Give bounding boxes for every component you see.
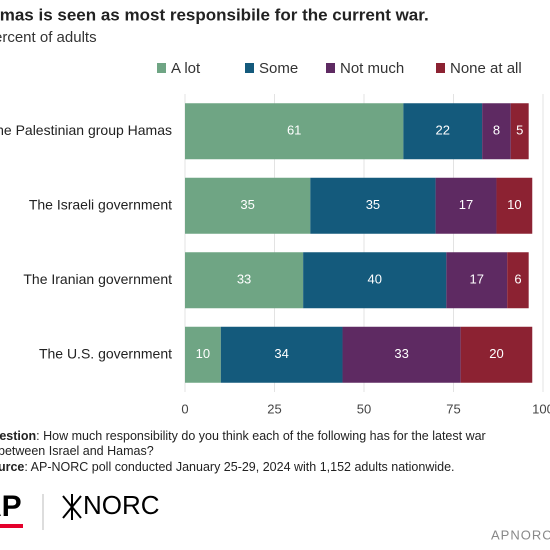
x-tick-label: 75 <box>446 401 460 416</box>
bar-segment <box>185 326 221 383</box>
norc-star <box>62 494 82 520</box>
question-text: : How much responsibility do you think e… <box>36 429 486 443</box>
value-label: 61 <box>287 123 301 138</box>
value-label: 10 <box>507 197 521 212</box>
value-label: 17 <box>470 272 484 287</box>
legend-swatch <box>436 63 445 73</box>
source-text: : AP-NORC poll conducted January 25-29, … <box>24 460 454 474</box>
legend-swatch <box>157 63 166 73</box>
site-link: APNORC.org <box>491 527 550 542</box>
value-label: 20 <box>489 346 503 361</box>
ap-logo-bar <box>0 524 23 528</box>
bar-segment <box>403 103 483 160</box>
source-label: Source <box>0 460 24 474</box>
legend-swatch <box>326 63 335 73</box>
bar-segment <box>435 177 497 234</box>
legend-swatch <box>245 63 254 73</box>
bar-segment <box>303 252 447 309</box>
norc-logo: NORC <box>83 490 160 520</box>
bar-segment <box>482 103 511 160</box>
x-tick-label: 25 <box>267 401 281 416</box>
category-label: The Israeli government <box>29 196 172 212</box>
bar-segment <box>220 326 343 383</box>
bar-segment <box>342 326 461 383</box>
category-label: The Iranian government <box>23 271 172 287</box>
chart-title: Hamas is seen as most responsibile for t… <box>0 5 429 24</box>
value-label: 33 <box>394 346 408 361</box>
legend-label: Some <box>259 60 298 77</box>
value-label: 22 <box>436 123 450 138</box>
question-label: Question <box>0 429 36 443</box>
bar-segment <box>496 177 533 234</box>
legend-label: None at all <box>450 60 522 77</box>
value-label: 34 <box>274 346 288 361</box>
value-label: 35 <box>366 197 380 212</box>
value-label: 33 <box>237 272 251 287</box>
value-label: 6 <box>514 272 521 287</box>
bar-segment <box>510 103 529 160</box>
bar-segment <box>460 326 533 383</box>
x-tick-label: 0 <box>181 401 188 416</box>
value-label: 17 <box>459 197 473 212</box>
x-tick-label: 100 <box>532 401 550 416</box>
bar-segment <box>185 177 311 234</box>
value-label: 8 <box>493 123 500 138</box>
value-label: 35 <box>240 197 254 212</box>
value-label: 10 <box>196 346 210 361</box>
legend-label: Not much <box>340 60 404 77</box>
ap-logo: AP <box>0 490 22 523</box>
bar-segment <box>185 252 304 309</box>
category-label: The Palestinian group Hamas <box>0 122 172 138</box>
source-note: Source: AP-NORC poll conducted January 2… <box>0 460 455 474</box>
question-note: Question: How much responsibility do you… <box>0 429 486 443</box>
legend-label: A lot <box>171 60 201 77</box>
question-text-2: between Israel and Hamas? <box>0 444 154 458</box>
bar-segment <box>310 177 436 234</box>
bar-segment <box>507 252 529 309</box>
value-label: 40 <box>368 272 382 287</box>
chart-subtitle: Percent of adults <box>0 29 97 46</box>
bar-segment <box>185 103 404 160</box>
bar-segment <box>446 252 508 309</box>
question-text-cont: between Israel and Hamas? <box>0 444 154 458</box>
value-label: 5 <box>516 123 523 138</box>
x-tick-label: 50 <box>357 401 371 416</box>
category-label: The U.S. government <box>39 345 172 361</box>
